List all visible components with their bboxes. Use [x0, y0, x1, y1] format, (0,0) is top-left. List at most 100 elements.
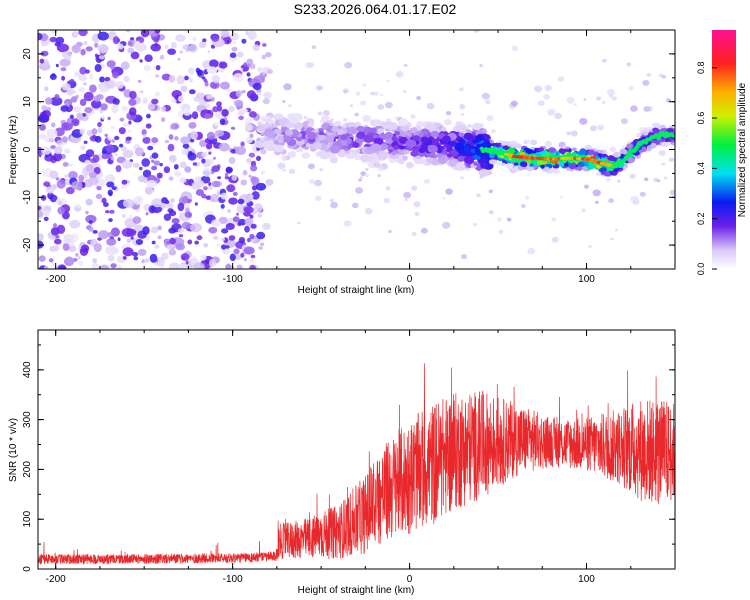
- noise-blob: [106, 60, 116, 68]
- noise-blob: [256, 155, 261, 162]
- faint-blob: [668, 157, 674, 162]
- signal-blob: [396, 147, 407, 156]
- noise-blob: [105, 246, 117, 255]
- noise-blob: [78, 256, 81, 260]
- noise-blob: [168, 249, 177, 256]
- noise-blob: [154, 244, 160, 249]
- signal-blob: [600, 171, 606, 175]
- faint-blob: [523, 139, 530, 145]
- faint-blob: [343, 220, 352, 227]
- noise-blob: [188, 43, 198, 53]
- y-tick-label: -10: [22, 190, 33, 205]
- noise-blob: [139, 166, 143, 171]
- noise-blob: [74, 71, 81, 77]
- noise-blob: [225, 167, 233, 173]
- faint-blob: [383, 197, 390, 204]
- noise-blob: [95, 193, 103, 199]
- noise-blob: [257, 213, 262, 218]
- faint-blob: [525, 196, 530, 200]
- noise-blob: [161, 73, 171, 81]
- signal-blob: [636, 133, 642, 138]
- faint-blob: [288, 104, 292, 107]
- faint-blob: [442, 197, 446, 200]
- noise-blob: [244, 225, 250, 233]
- signal-blob: [552, 168, 560, 174]
- noise-blob: [56, 179, 66, 189]
- noise-blob: [219, 118, 226, 126]
- noise-blob: [98, 230, 109, 240]
- noise-blob: [242, 169, 248, 176]
- noise-blob: [213, 235, 219, 240]
- noise-blob: [38, 200, 41, 206]
- signal-blob: [514, 143, 522, 149]
- noise-blob: [43, 181, 51, 187]
- noise-blob: [189, 89, 196, 95]
- noise-blob: [144, 54, 153, 62]
- noise-blob: [79, 179, 84, 183]
- signal-blob: [403, 149, 410, 155]
- noise-blob: [227, 209, 231, 213]
- noise-blob: [142, 169, 152, 178]
- noise-blob: [241, 89, 246, 94]
- noise-blob: [154, 91, 161, 97]
- signal-blob: [398, 159, 405, 165]
- noise-blob: [249, 133, 254, 139]
- faint-blob: [611, 96, 618, 101]
- spectrogram-ylabel: Frequency (Hz): [8, 116, 19, 185]
- faint-blob: [646, 106, 651, 110]
- noise-blob: [230, 126, 236, 130]
- noise-blob: [76, 112, 84, 121]
- noise-blob: [39, 58, 45, 64]
- noise-blob: [151, 165, 158, 171]
- faint-blob: [359, 176, 364, 179]
- noise-blob: [224, 172, 229, 177]
- signal-blob: [282, 126, 288, 131]
- signal-blob: [277, 135, 284, 141]
- noise-blob: [151, 159, 155, 163]
- signal-blob: [670, 139, 675, 143]
- noise-blob: [251, 191, 260, 200]
- signal-blob: [318, 134, 326, 141]
- faint-blob: [263, 91, 272, 99]
- signal-blob: [455, 162, 465, 170]
- noise-blob: [176, 75, 185, 85]
- y-tick-label: 200: [22, 461, 33, 478]
- signal-blob: [587, 149, 595, 155]
- signal-blob: [548, 147, 556, 153]
- snr-axes: -200 -100 0 100 0 100 200 300 400: [22, 330, 676, 585]
- faint-blob: [364, 208, 373, 215]
- noise-blob: [38, 255, 46, 262]
- signal-blob: [626, 157, 635, 164]
- noise-blob: [38, 210, 44, 218]
- noise-blob: [60, 67, 67, 72]
- noise-blob: [201, 158, 206, 164]
- faint-blob: [498, 229, 504, 234]
- noise-blob: [247, 237, 251, 243]
- noise-blob: [202, 38, 207, 43]
- noise-blob: [233, 248, 240, 255]
- noise-blob: [65, 186, 75, 195]
- faint-blob: [620, 118, 629, 125]
- signal-blob: [345, 150, 350, 155]
- noise-blob: [40, 194, 47, 201]
- noise-blob: [220, 192, 228, 200]
- noise-blob: [61, 75, 66, 81]
- faint-blob: [583, 98, 587, 101]
- noise-blob: [171, 218, 180, 224]
- signal-blob: [491, 142, 498, 148]
- noise-blob: [245, 137, 253, 144]
- faint-blob: [566, 131, 571, 136]
- faint-blob: [360, 100, 367, 106]
- noise-blob: [123, 75, 130, 83]
- noise-blob: [249, 194, 254, 200]
- noise-blob: [250, 254, 256, 259]
- faint-blob: [445, 111, 452, 116]
- faint-blob: [352, 202, 359, 209]
- signal-blob: [378, 150, 388, 158]
- signal-blob: [463, 156, 474, 164]
- signal-blob: [384, 131, 394, 140]
- signal-blob: [382, 122, 388, 127]
- noise-blob: [216, 101, 222, 107]
- faint-blob: [486, 115, 494, 122]
- noise-blob: [85, 210, 89, 215]
